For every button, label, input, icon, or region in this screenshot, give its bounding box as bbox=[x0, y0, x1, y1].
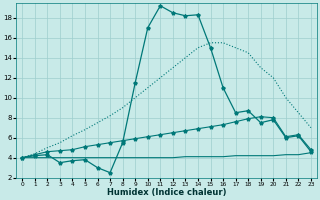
X-axis label: Humidex (Indice chaleur): Humidex (Indice chaleur) bbox=[107, 188, 226, 197]
